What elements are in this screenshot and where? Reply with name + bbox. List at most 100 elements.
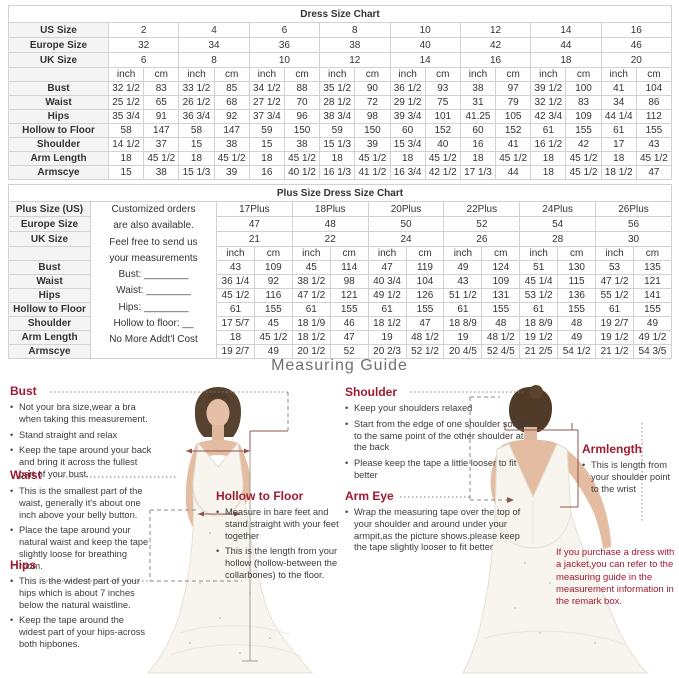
measure-cm-value: 45 1/2 [565,165,602,180]
unit-cm: cm [329,246,369,261]
measure-inch-value: 20 4/5 [443,344,483,359]
size-value: 48 [291,216,369,232]
size-value: 32 [107,37,180,53]
unit-cm: cm [632,246,672,261]
measure-inch-value: 35 3/4 [107,109,145,124]
shoulder-heading: Shoulder [345,385,398,399]
measure-cm-value: 136 [557,288,597,303]
guide-bullet: Keep the tape around the widest part of … [10,615,152,650]
size-value: 2 [107,22,180,38]
measure-cm-value: 141 [632,288,672,303]
measure-cm-value: 109 [253,260,293,275]
measure-inch-value: 17 1/3 [459,165,497,180]
hollow-to-floor-heading: Hollow to Floor [216,489,304,503]
guide-bullet: Keep the tape around your back and bring… [10,445,152,480]
measure-cm-value: 105 [495,109,532,124]
measure-inch-value: 59 [248,123,285,138]
unit-cm: cm [143,67,180,82]
row-label: Hollow to Floor [8,302,91,317]
measure-cm-value: 135 [632,260,672,275]
size-value: 52 [443,216,521,232]
size-value: 22Plus [443,201,521,217]
size-value: 26 [443,231,521,247]
measure-inch-value: 18 [530,165,567,180]
unit-inch: inch [519,246,559,261]
customized-note-line: Feel free to send us [109,236,198,248]
measure-inch-value: 61 [291,302,331,317]
measure-inch-value: 45 1/4 [519,274,559,289]
measure-cm-value: 45 1/2 [424,151,461,166]
measure-cm-value: 90 [354,81,391,96]
measure-inch-value: 19 [443,330,483,345]
measure-inch-value: 61 [600,123,637,138]
measure-cm-value: 70 [283,95,321,110]
measure-inch-value: 18 8/9 [443,316,483,331]
measure-inch-value: 61 [216,302,255,317]
measure-cm-value: 86 [635,95,673,110]
measure-cm-value: 100 [565,81,602,96]
plus_chart-grid: Plus Size Dress Size Chart Plus Size (US)… [8,184,672,359]
measure-cm-value: 88 [283,81,321,96]
row-label: UK Size [8,52,109,68]
measure-cm-value: 38 [213,137,250,152]
size-value: 42 [459,37,532,53]
size-value: 21 [216,231,293,247]
measure-inch-value: 18 8/9 [519,316,559,331]
size-value: 4 [178,22,250,38]
measure-inch-value: 16 3/4 [389,165,426,180]
measure-inch-value: 39 3/4 [389,109,426,124]
measure-inch-value: 19 1/2 [595,330,634,345]
unit-cm: cm [354,67,391,82]
size-value: 10 [389,22,461,38]
measure-inch-value: 18 [178,151,215,166]
measure-cm-value: 47 [405,316,445,331]
measure-cm-value: 155 [329,302,369,317]
size-value: 24 [367,231,445,247]
customized-note-line: are also available. [113,220,194,232]
measure-cm-value: 42 [565,137,602,152]
measure-cm-value: 38 [143,165,180,180]
row-label: Armscye [8,165,109,180]
measure-inch-value: 18 [248,151,285,166]
measure-inch-value: 42 3/4 [530,109,567,124]
measure-inch-value: 43 [443,274,483,289]
customized-note-cell: Customized orders are also available. Feel… [90,201,217,359]
row-label: UK Size [8,231,91,247]
guide-section-armlength: Armlength This is length from your shoul… [582,442,677,499]
measure-cm-value: 38 [283,137,321,152]
measure-cm-value: 112 [635,109,673,124]
measure-inch-value: 53 1/2 [519,288,559,303]
measure-cm-value: 155 [632,302,672,317]
customized-note-line: Waist: ________ [116,285,191,297]
measure-inch-value: 17 5/7 [216,316,255,331]
row-label: Waist [8,95,109,110]
guide-bullet: Keep your shoulders relaxed [345,403,535,415]
measure-inch-value: 20 1/2 [291,344,331,359]
row-label: Waist [8,274,91,289]
measure-cm-value: 41 1/2 [354,165,391,180]
measure-cm-value: 104 [635,81,673,96]
measure-cm-value: 155 [481,302,521,317]
guide-bullet: This is length from your shoulder point … [582,460,677,495]
measure-cm-value: 65 [143,95,180,110]
size-value: 50 [367,216,445,232]
measure-inch-value: 18 1/2 [367,316,407,331]
guide-section-hollow-to-floor: Hollow to Floor Measure in bare feet and… [216,489,340,586]
measure-inch-value: 55 1/2 [595,288,634,303]
measure-inch-value: 17 [600,137,637,152]
measure-inch-value: 19 2/7 [595,316,634,331]
measure-cm-value: 48 1/2 [481,330,521,345]
measure-cm-value: 41 [495,137,532,152]
measure-cm-value: 45 1/2 [495,151,532,166]
size-value: 20 [600,52,673,68]
measure-inch-value: 18 [600,151,637,166]
size-value: 6 [248,22,321,38]
row-label-empty [8,67,109,82]
table-title: Dress Size Chart [8,5,672,23]
guide-bullet: Stand straight and relax [10,430,152,442]
measure-cm-value: 101 [424,109,461,124]
row-label: Arm Length [8,151,109,166]
measure-cm-value: 109 [481,274,521,289]
measure-cm-value: 54 3/5 [632,344,672,359]
measure-cm-value: 116 [253,288,293,303]
